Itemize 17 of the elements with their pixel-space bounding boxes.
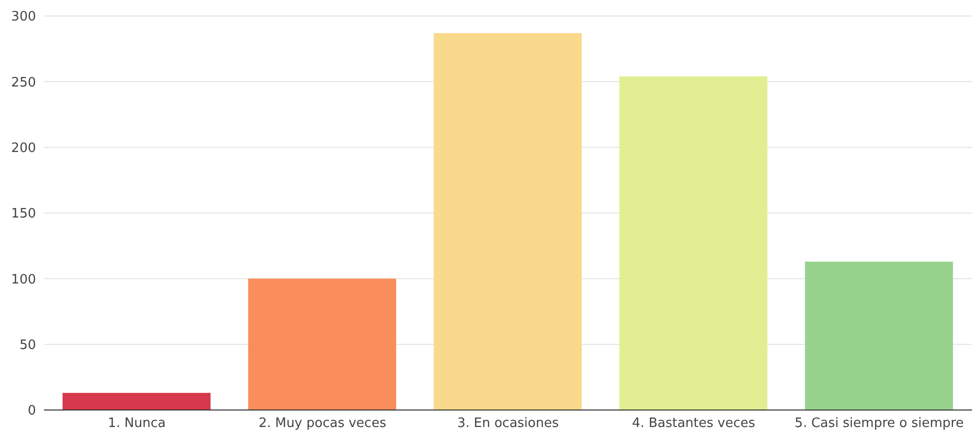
y-tick-label: 300 [11, 10, 36, 25]
x-tick-label: 1. Nunca [108, 416, 166, 432]
y-tick-label: 150 [11, 206, 36, 222]
y-tick-label: 250 [11, 75, 36, 90]
bar [434, 33, 582, 410]
y-tick-label: 200 [11, 140, 36, 156]
x-tick-label: 2. Muy pocas veces [258, 416, 386, 432]
y-tick-label: 100 [11, 272, 36, 288]
y-tick-label: 0 [28, 404, 36, 419]
bar [804, 262, 953, 410]
y-tick-label: 50 [19, 338, 36, 353]
bar [619, 76, 768, 410]
x-tick-label: 4. Bastantes veces [632, 416, 756, 432]
x-tick-label: 5. Casi siempre o siempre [794, 416, 964, 432]
bar [248, 278, 396, 410]
x-tick-label: 3. En ocasiones [457, 416, 559, 432]
bar [62, 392, 211, 410]
